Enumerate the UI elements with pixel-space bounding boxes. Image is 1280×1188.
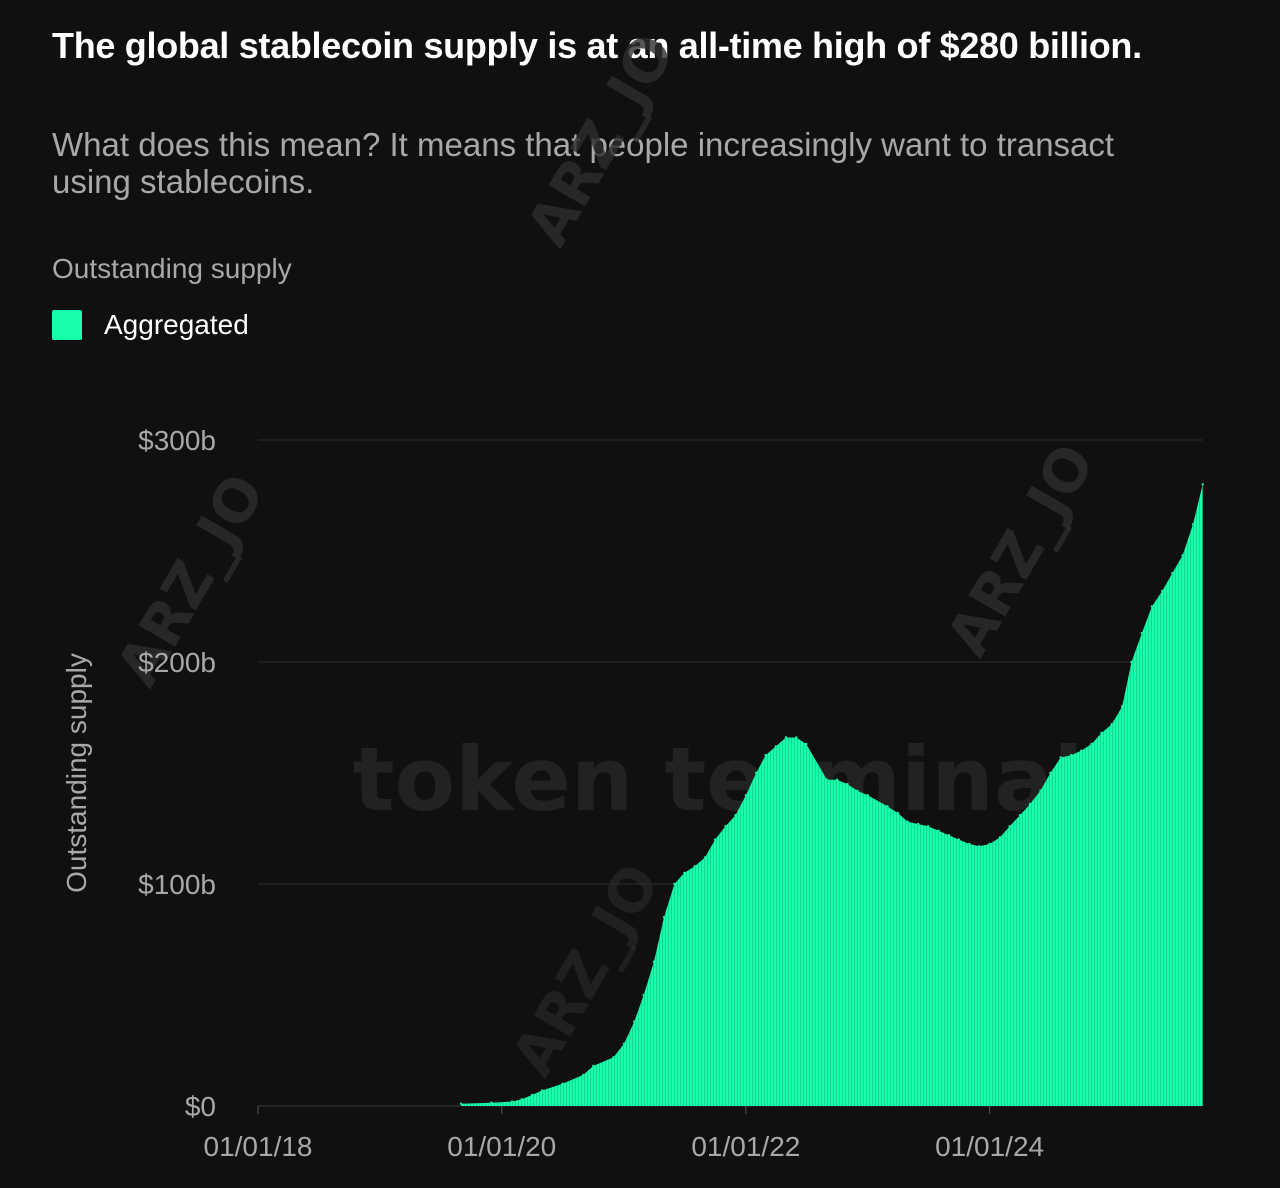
data-point-65 (1201, 483, 1204, 486)
series-area-texture (461, 484, 1203, 1106)
legend[interactable]: Aggregated (52, 308, 249, 342)
y-axis-title: Outstanding supply (61, 653, 92, 893)
plot-area (459, 483, 1204, 1106)
legend-label-aggregated: Aggregated (104, 309, 249, 340)
chart-title: The global stablecoin supply is at an al… (52, 25, 1142, 66)
section-label: Outstanding supply (52, 253, 292, 284)
x-tick-label-0: 01/01/18 (204, 1131, 313, 1162)
y-tick-label-1: $100b (138, 869, 216, 900)
chart-subtitle: What does this mean? It means that peopl… (52, 126, 1115, 200)
axis-layer: $0 $100b $200b $300b 01/01/18 01/01/20 01/01/2… (138, 425, 1044, 1162)
y-tick-label-3: $300b (138, 425, 216, 456)
x-tick-label-2: 01/01/22 (691, 1131, 800, 1162)
legend-swatch-aggregated (52, 310, 82, 340)
y-tick-label-0: $0 (185, 1091, 216, 1122)
y-tick-label-2: $200b (138, 647, 216, 678)
user-watermark-3: ARZ_JO (933, 433, 1108, 667)
x-tick-label-1: 01/01/20 (447, 1131, 556, 1162)
x-tick-label-3: 01/01/24 (935, 1131, 1044, 1162)
user-watermark-1: ARZ_JO (513, 23, 688, 257)
